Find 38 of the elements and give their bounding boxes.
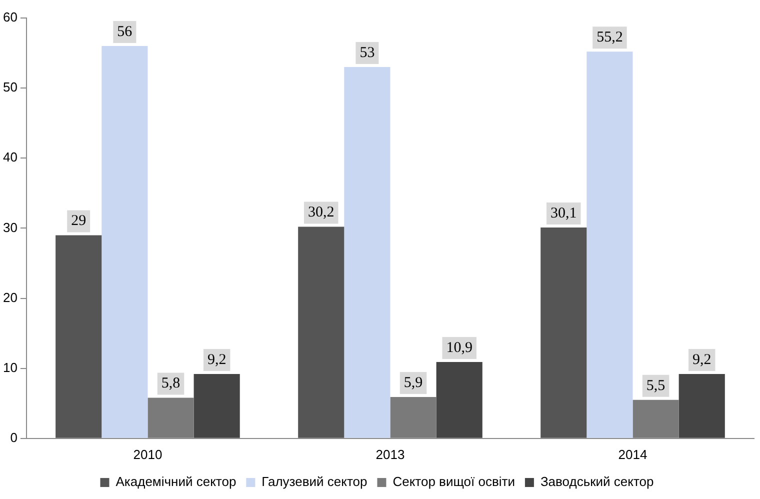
x-tick-label: 2010 [133,446,162,462]
data-label: 5,8 [161,376,180,392]
bar [678,374,725,438]
bar [148,398,194,438]
data-label: 30,2 [308,204,334,221]
bar [194,374,240,438]
y-tick-label: 40 [2,150,18,165]
bar [56,235,102,438]
y-tick-label: 30 [2,220,18,235]
legend-label: Академічний сектор [116,474,236,490]
data-label: 56 [117,24,133,40]
data-label: 5,5 [646,378,666,394]
bar [436,362,482,438]
bar [298,226,344,438]
x-tick-label: 2013 [376,446,405,462]
data-label: 30,1 [550,205,577,222]
data-label: 10,9 [446,340,472,356]
data-label: 53 [360,44,375,61]
data-label: 5,9 [404,375,423,391]
bar [102,46,148,438]
bar [632,400,679,438]
data-label: 9,2 [207,352,226,368]
x-tick-label: 2014 [618,446,648,462]
bar [540,228,587,438]
data-label: 55,2 [596,30,623,46]
y-tick-label: 50 [2,80,18,95]
bar [390,397,436,438]
legend-label: Галузевий сектор [262,474,368,490]
y-tick-label: 10 [2,360,18,375]
bar [586,52,633,438]
y-tick-label: 60 [2,10,18,25]
bar [344,67,390,438]
legend-label: Заводський сектор [540,474,654,490]
legend-label: Сектор вищої освіти [392,474,515,490]
data-label: 29 [71,213,86,230]
data-label: 9,2 [692,352,712,368]
y-tick-label: 20 [2,290,18,305]
y-tick-label: 0 [10,430,18,445]
